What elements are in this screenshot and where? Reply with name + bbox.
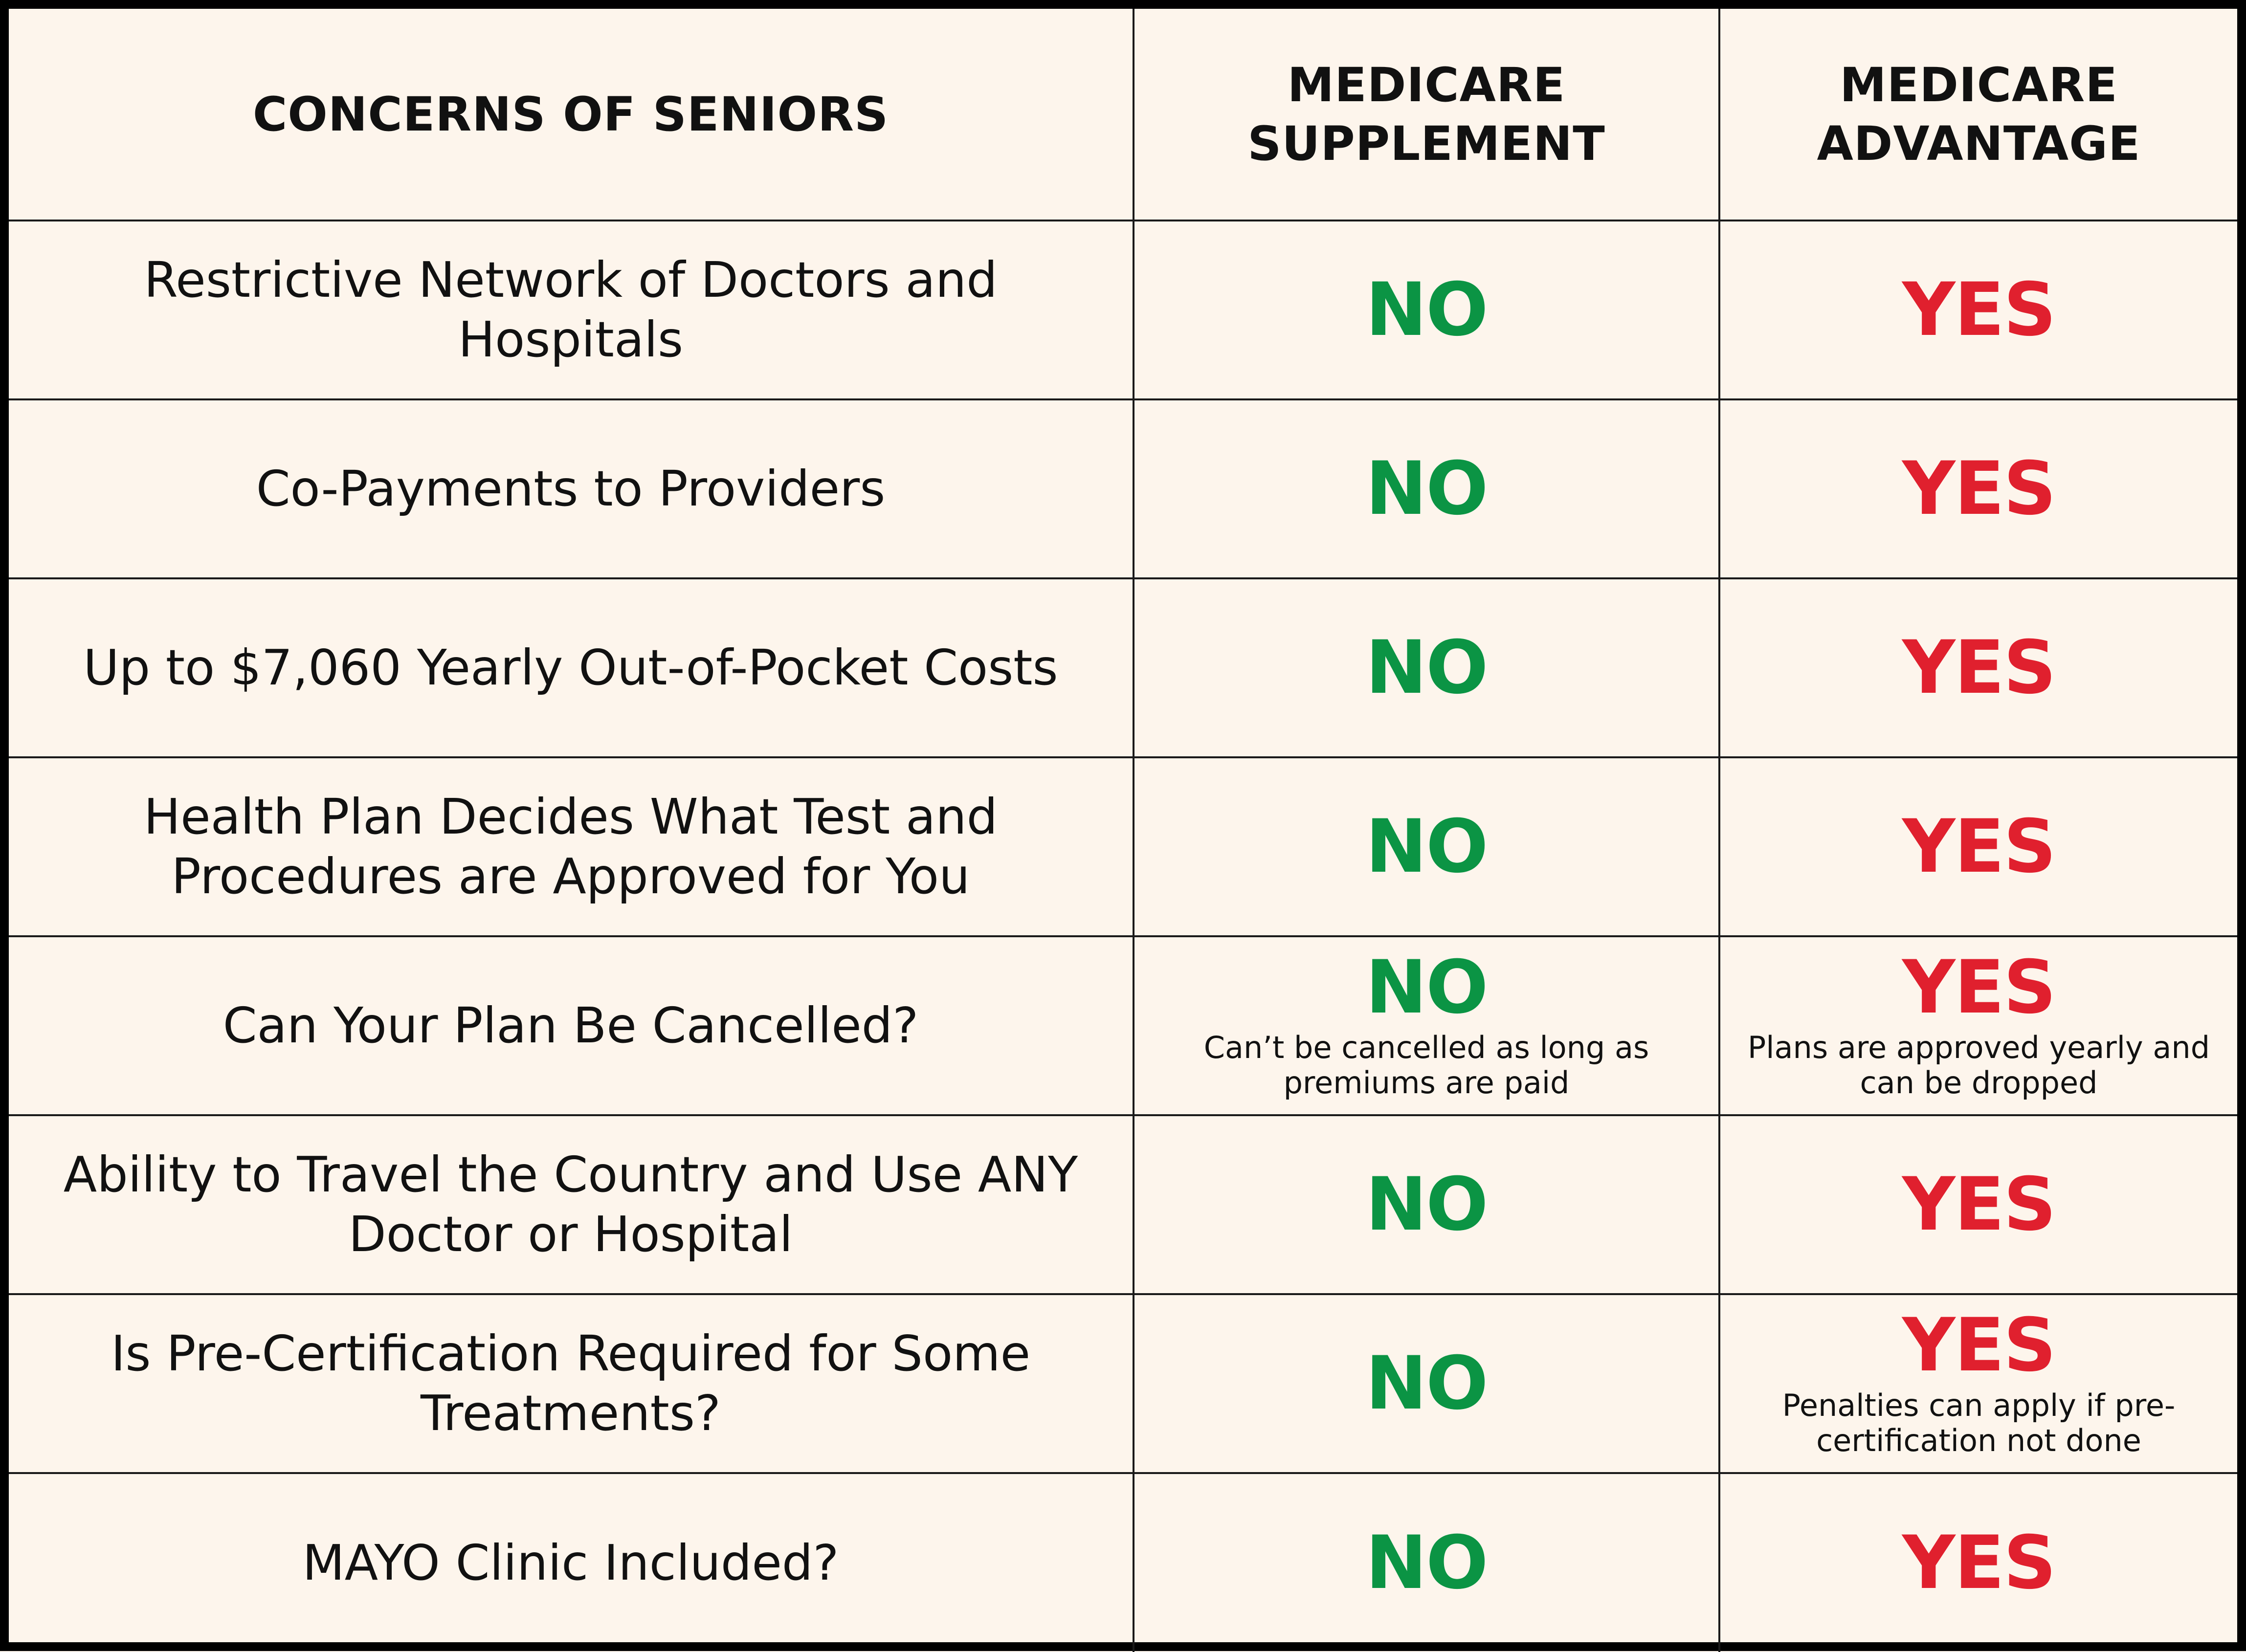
medicare-comparison-table: CONCERNS OF SENIORS MEDICARE SUPPLEMENT … [9,9,2237,1652]
concern-cell: Up to $7,060 Yearly Out-of-Pocket Costs [9,577,1134,758]
concern-cell: MAYO Clinic Included? [9,1472,1134,1652]
table-row: Ability to Travel the Country and Use AN… [9,1114,2237,1295]
supplement-verdict: NO [1365,446,1488,531]
concern-cell: Can Your Plan Be Cancelled? [9,935,1134,1116]
supplement-answer-cell: NO [1133,1293,1720,1474]
table-row: Up to $7,060 Yearly Out-of-Pocket Costs … [9,577,2237,758]
supplement-verdict: NO [1365,625,1488,710]
supplement-answer-cell: NO [1133,1114,1720,1295]
supplement-verdict: NO [1365,1341,1488,1426]
advantage-verdict: YES [1902,1520,2056,1606]
table-row: Can Your Plan Be Cancelled? NO Can’t be … [9,935,2237,1116]
advantage-verdict: YES [1902,446,2056,531]
advantage-verdict: YES [1902,1303,2056,1388]
header-concerns: CONCERNS OF SENIORS [9,9,1134,221]
table-row: MAYO Clinic Included? NO YES [9,1472,2237,1652]
supplement-answer-cell: NO [1133,577,1720,758]
advantage-answer-cell: YES [1718,1114,2237,1295]
supplement-answer-cell: NO [1133,398,1720,579]
advantage-answer-cell: YES [1718,1472,2237,1652]
header-advantage-line1: MEDICARE [1840,57,2118,112]
advantage-answer-cell: YES Plans are approved yearly and can be… [1718,935,2237,1116]
supplement-answer-cell: NO Can’t be cancelled as long as premium… [1133,935,1720,1116]
advantage-note: Plans are approved yearly and can be dro… [1747,1030,2210,1101]
table-row: Restrictive Network of Doctors and Hospi… [9,220,2237,400]
table-header-row: CONCERNS OF SENIORS MEDICARE SUPPLEMENT … [9,9,2237,221]
concern-cell: Health Plan Decides What Test and Proced… [9,756,1134,937]
supplement-verdict: NO [1365,267,1488,352]
table-row: Health Plan Decides What Test and Proced… [9,756,2237,937]
header-concerns-label: CONCERNS OF SENIORS [252,87,889,142]
advantage-note: Penalties can apply if pre-certification… [1782,1388,2176,1458]
supplement-answer-cell: NO [1133,1472,1720,1652]
supplement-answer-cell: NO [1133,220,1720,400]
advantage-answer-cell: YES Penalties can apply if pre-certifica… [1718,1293,2237,1474]
advantage-verdict: YES [1902,625,2056,710]
header-medicare-advantage: MEDICARE ADVANTAGE [1718,9,2237,221]
supplement-verdict: NO [1365,804,1488,889]
header-supplement-line2: SUPPLEMENT [1247,116,1605,171]
header-medicare-supplement: MEDICARE SUPPLEMENT [1133,9,1720,221]
table-row: Is Pre-Certification Required for Some T… [9,1293,2237,1474]
header-advantage-line2: ADVANTAGE [1817,116,2141,171]
supplement-verdict: NO [1365,1520,1488,1606]
advantage-verdict: YES [1902,267,2056,352]
supplement-note: Can’t be cancelled as long as premiums a… [1203,1030,1649,1101]
advantage-verdict: YES [1902,945,2056,1031]
supplement-verdict: NO [1365,945,1488,1031]
advantage-verdict: YES [1902,1162,2056,1247]
advantage-answer-cell: YES [1718,577,2237,758]
supplement-verdict: NO [1365,1162,1488,1247]
concern-cell: Restrictive Network of Doctors and Hospi… [9,220,1134,400]
table-row: Co-Payments to Providers NO YES [9,398,2237,579]
supplement-answer-cell: NO [1133,756,1720,937]
advantage-answer-cell: YES [1718,756,2237,937]
advantage-answer-cell: YES [1718,220,2237,400]
concern-cell: Is Pre-Certification Required for Some T… [9,1293,1134,1474]
advantage-answer-cell: YES [1718,398,2237,579]
concern-cell: Co-Payments to Providers [9,398,1134,579]
advantage-verdict: YES [1902,804,2056,889]
concern-cell: Ability to Travel the Country and Use AN… [9,1114,1134,1295]
header-supplement-line1: MEDICARE [1287,57,1566,112]
